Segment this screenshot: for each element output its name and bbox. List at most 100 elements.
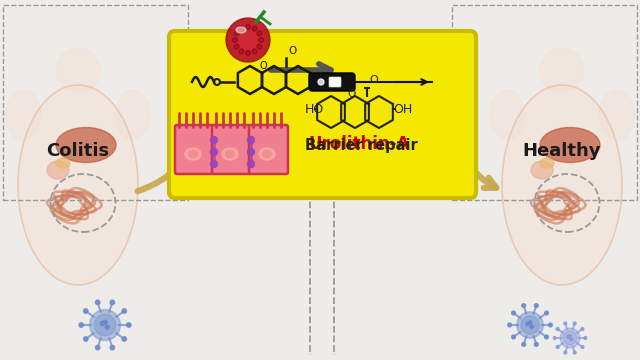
Circle shape — [239, 26, 244, 31]
Ellipse shape — [222, 148, 238, 160]
Circle shape — [564, 351, 566, 354]
Text: Healthy: Healthy — [523, 142, 601, 160]
Ellipse shape — [490, 90, 525, 140]
Circle shape — [556, 328, 559, 330]
Text: O: O — [259, 61, 267, 71]
Ellipse shape — [56, 127, 116, 162]
Circle shape — [567, 336, 570, 338]
Ellipse shape — [225, 150, 234, 158]
Circle shape — [95, 345, 100, 350]
Circle shape — [122, 337, 127, 341]
Circle shape — [211, 149, 218, 156]
Circle shape — [105, 325, 109, 329]
Circle shape — [83, 337, 88, 341]
FancyBboxPatch shape — [175, 125, 214, 174]
Circle shape — [508, 323, 511, 327]
Circle shape — [95, 300, 100, 305]
FancyBboxPatch shape — [309, 73, 355, 91]
Circle shape — [94, 314, 116, 336]
Circle shape — [234, 26, 262, 54]
Circle shape — [257, 31, 262, 36]
Circle shape — [573, 351, 576, 354]
Circle shape — [211, 161, 218, 167]
Ellipse shape — [18, 85, 138, 285]
Circle shape — [530, 325, 534, 328]
Circle shape — [511, 311, 515, 315]
Circle shape — [56, 48, 100, 92]
Circle shape — [563, 331, 577, 345]
FancyBboxPatch shape — [329, 77, 341, 87]
Circle shape — [564, 322, 566, 325]
Circle shape — [79, 323, 83, 327]
Ellipse shape — [236, 27, 246, 33]
Circle shape — [246, 50, 250, 55]
Circle shape — [556, 346, 559, 348]
Circle shape — [90, 310, 120, 341]
FancyBboxPatch shape — [169, 31, 476, 198]
Circle shape — [110, 345, 115, 350]
Circle shape — [318, 79, 324, 85]
Ellipse shape — [502, 85, 622, 285]
Ellipse shape — [540, 127, 600, 162]
Circle shape — [230, 22, 266, 58]
Circle shape — [234, 44, 239, 49]
Circle shape — [232, 37, 237, 42]
Ellipse shape — [540, 158, 554, 168]
Circle shape — [259, 37, 264, 42]
Circle shape — [581, 346, 584, 348]
Circle shape — [83, 309, 88, 313]
Ellipse shape — [531, 161, 553, 179]
Circle shape — [548, 323, 552, 327]
Circle shape — [122, 309, 127, 313]
Circle shape — [248, 161, 255, 167]
Text: Colitis: Colitis — [47, 142, 109, 160]
Circle shape — [127, 323, 131, 327]
Circle shape — [257, 44, 262, 49]
Circle shape — [226, 18, 270, 62]
Circle shape — [239, 49, 244, 54]
FancyArrowPatch shape — [138, 125, 199, 191]
Text: O: O — [369, 75, 378, 85]
Circle shape — [246, 24, 250, 30]
Circle shape — [516, 312, 543, 338]
Text: O: O — [348, 89, 356, 99]
Ellipse shape — [189, 150, 198, 158]
Circle shape — [560, 328, 580, 348]
FancyArrowPatch shape — [460, 118, 496, 188]
Circle shape — [526, 322, 529, 325]
Circle shape — [522, 342, 525, 346]
Circle shape — [545, 335, 548, 339]
Circle shape — [553, 337, 556, 339]
Circle shape — [100, 321, 104, 325]
Circle shape — [252, 49, 257, 54]
Ellipse shape — [56, 158, 70, 168]
Circle shape — [522, 304, 525, 307]
Circle shape — [569, 335, 572, 337]
Circle shape — [248, 149, 255, 156]
Circle shape — [211, 136, 218, 144]
Ellipse shape — [185, 148, 201, 160]
Text: OH: OH — [393, 103, 412, 116]
Text: O: O — [288, 46, 296, 56]
Circle shape — [528, 321, 532, 324]
Ellipse shape — [259, 148, 275, 160]
Ellipse shape — [47, 161, 69, 179]
Text: Barrier repair: Barrier repair — [305, 138, 418, 153]
Ellipse shape — [600, 90, 634, 140]
Circle shape — [581, 328, 584, 330]
Circle shape — [534, 342, 538, 346]
Circle shape — [584, 337, 587, 339]
Text: Urolithin-A: Urolithin-A — [308, 135, 410, 153]
Circle shape — [511, 335, 515, 339]
Ellipse shape — [115, 90, 150, 140]
Ellipse shape — [6, 90, 40, 140]
Circle shape — [521, 316, 539, 334]
Circle shape — [570, 338, 573, 341]
Circle shape — [573, 322, 576, 325]
Circle shape — [534, 304, 538, 307]
FancyBboxPatch shape — [249, 125, 288, 174]
Circle shape — [234, 31, 239, 36]
Ellipse shape — [262, 150, 271, 158]
Circle shape — [248, 136, 255, 144]
Circle shape — [540, 48, 584, 92]
